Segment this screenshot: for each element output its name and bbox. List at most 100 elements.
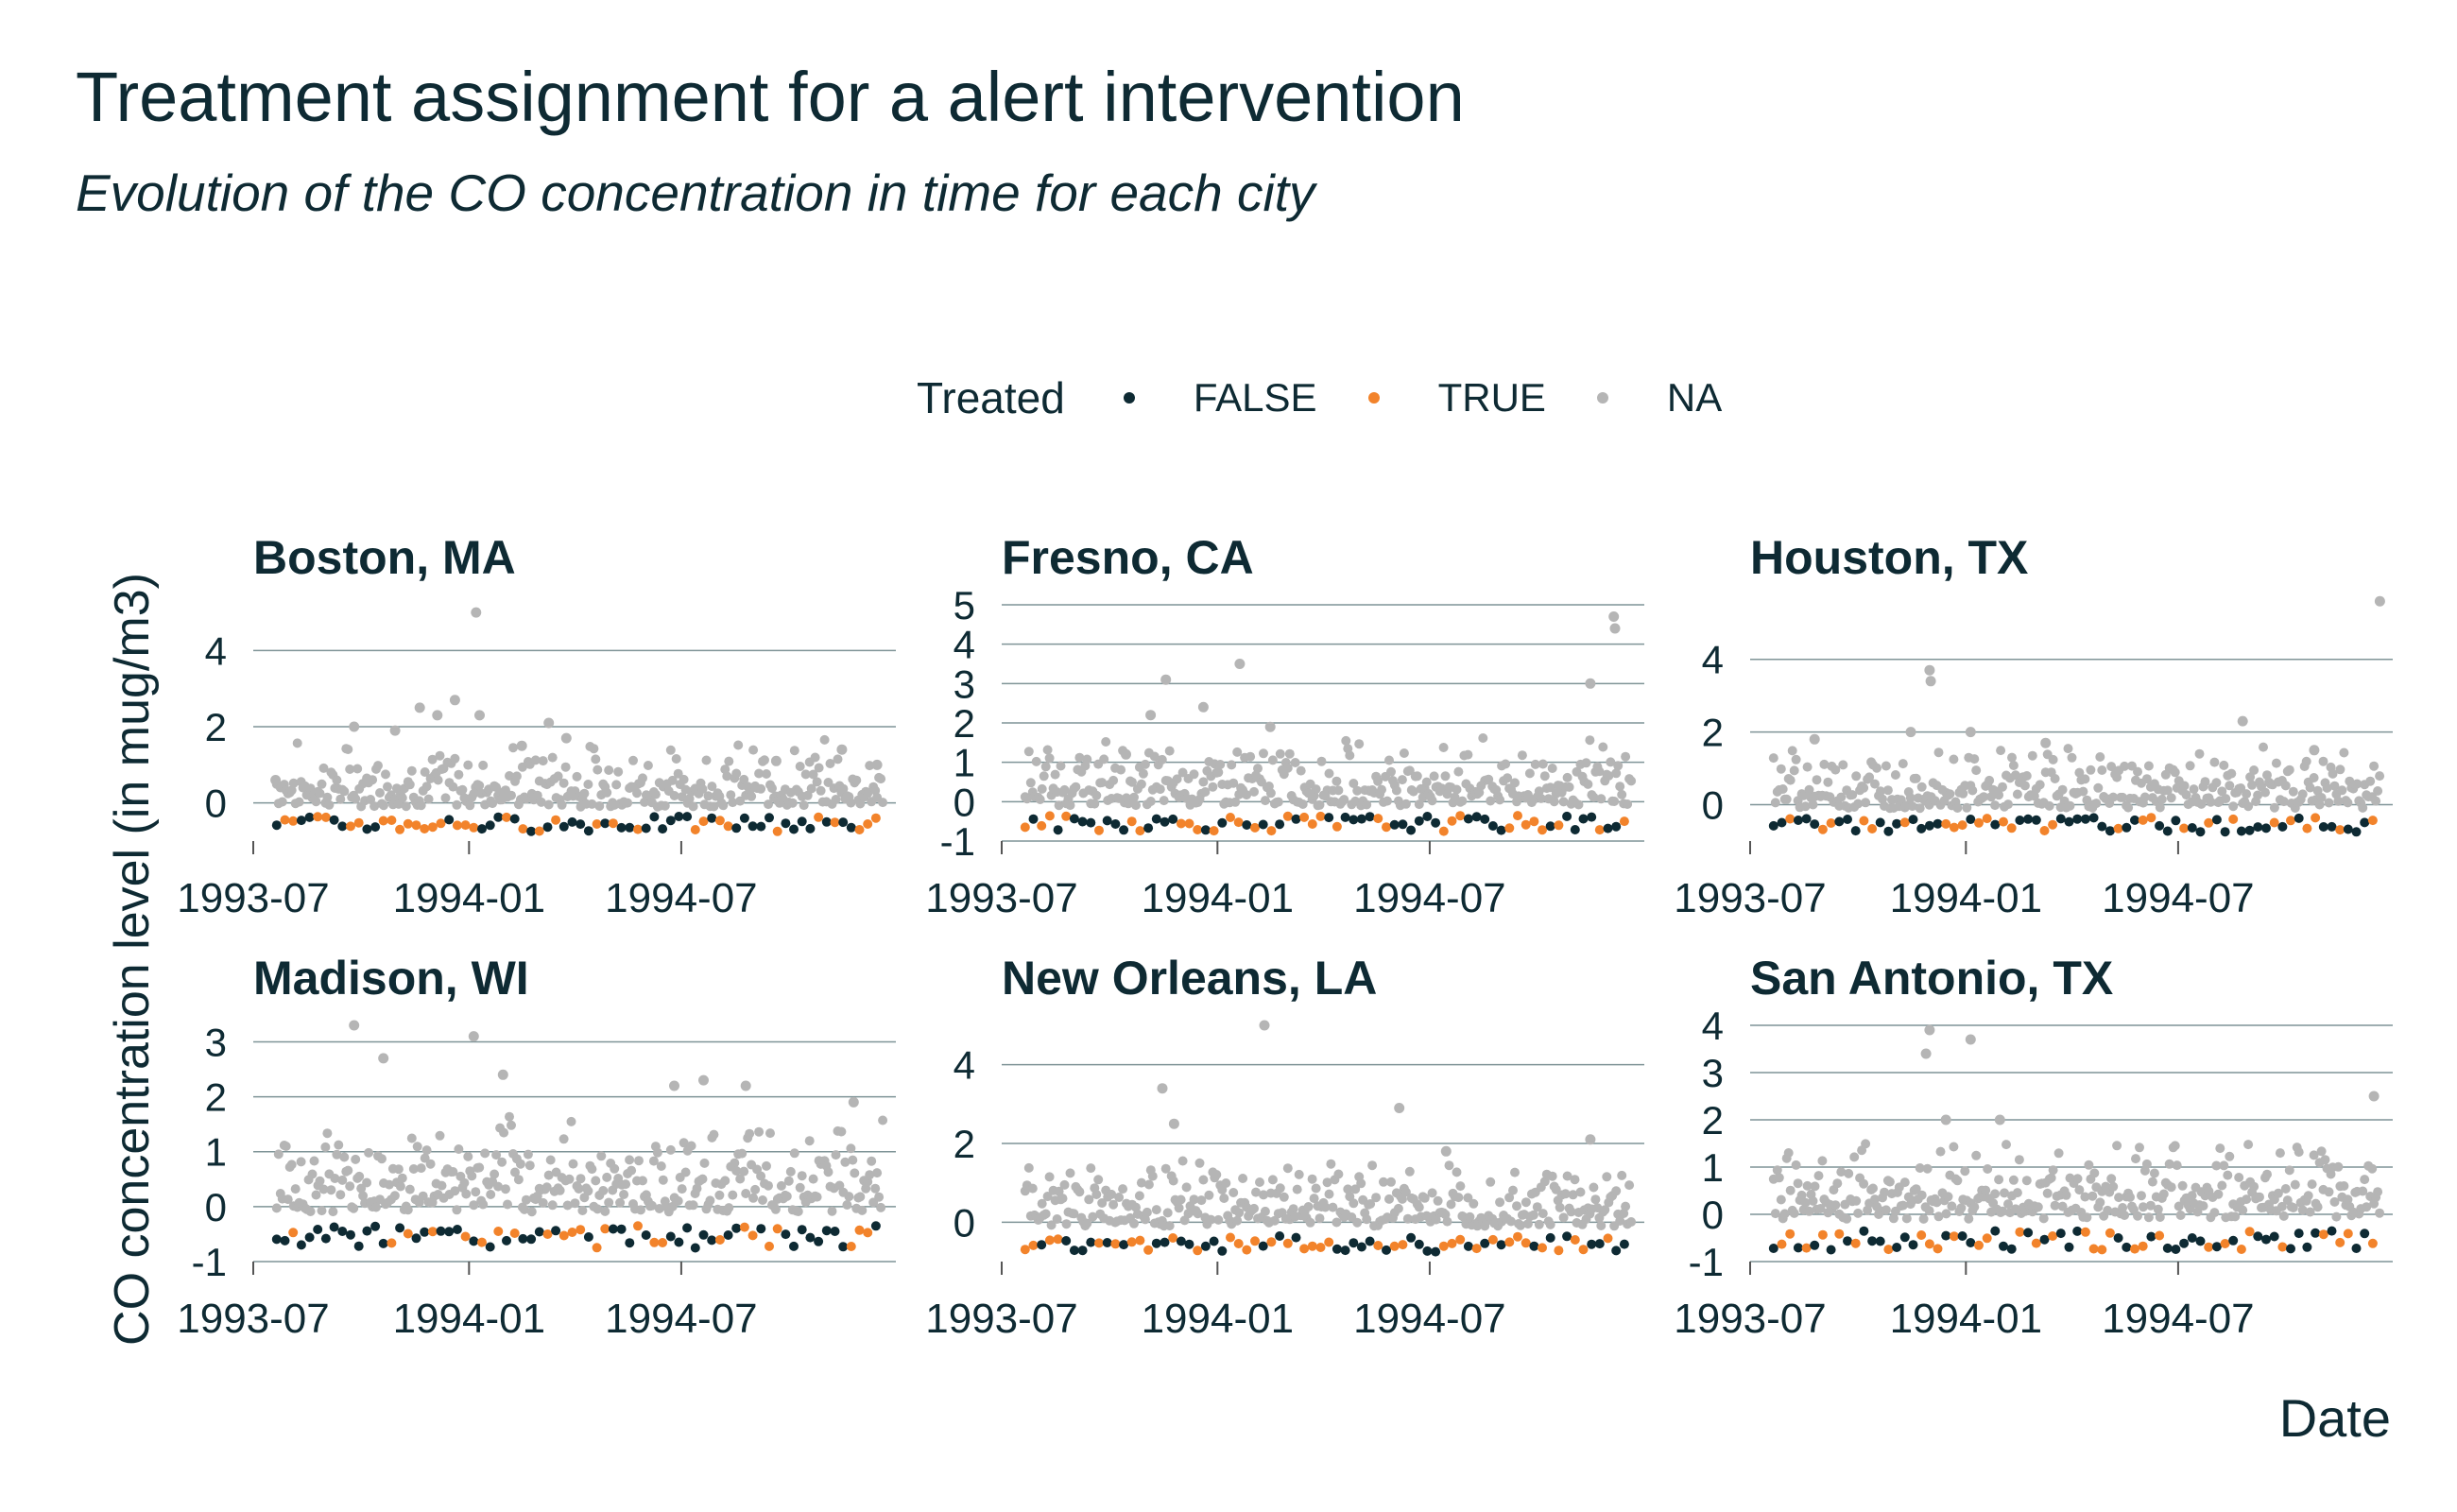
data-point-na (463, 760, 473, 770)
data-point-na (1979, 792, 1989, 802)
data-point-na (1429, 771, 1439, 782)
data-point-na (558, 1134, 569, 1144)
data-point-false (682, 1223, 693, 1233)
data-point-na (384, 1179, 394, 1190)
data-point-na (2375, 771, 2385, 782)
data-point-na (1065, 1168, 1075, 1178)
data-point-false (1324, 813, 1334, 823)
data-point-na (1990, 1189, 2001, 1199)
data-point-na (1920, 1048, 1932, 1059)
data-point-na (1452, 1167, 1462, 1177)
data-point-true (2311, 813, 2321, 823)
x-tick-label: 1994-01 (393, 875, 545, 921)
data-point-na (1160, 674, 1172, 685)
data-point-na (748, 1193, 759, 1203)
data-point-true (2335, 1237, 2345, 1247)
data-point-na (373, 761, 383, 771)
data-point-na (1922, 1163, 1933, 1174)
data-point-na (1040, 1209, 1051, 1219)
data-point-false (2236, 826, 2246, 836)
data-point-na (688, 1200, 698, 1211)
data-point-na (627, 1165, 637, 1176)
data-point-na (764, 799, 773, 810)
data-point-na (1211, 1170, 1222, 1179)
data-point-true (2367, 816, 2378, 826)
data-point-na (1521, 1197, 1531, 1208)
data-point-true (1242, 1245, 1252, 1255)
data-point-na (1307, 1174, 1317, 1184)
data-point-na (804, 1136, 815, 1146)
data-point-na (2309, 773, 2319, 782)
data-point-false (1463, 814, 1473, 824)
data-point-na (1575, 1187, 1586, 1197)
data-point-false (346, 1229, 355, 1240)
data-point-na (309, 1156, 319, 1166)
data-point-na (1097, 1198, 1108, 1208)
data-point-false (1843, 815, 1852, 824)
data-point-na (1296, 765, 1306, 776)
data-point-true (436, 818, 446, 829)
data-point-na (1446, 1199, 1456, 1210)
data-point-na (1516, 1220, 1525, 1230)
y-tick-label: 2 (205, 1075, 227, 1120)
data-point-false (1365, 812, 1375, 822)
data-point-false (320, 1233, 331, 1244)
data-point-false (329, 1222, 339, 1232)
data-point-na (1486, 1177, 1496, 1187)
data-point-na (747, 791, 757, 801)
data-point-na (1455, 1181, 1466, 1192)
data-point-na (1524, 768, 1535, 779)
data-point-true (353, 817, 364, 828)
data-point-na (2065, 800, 2075, 811)
data-point-na (2278, 797, 2289, 807)
data-point-na (1463, 749, 1473, 760)
data-point-na (2046, 1173, 2056, 1183)
data-point-na (1804, 784, 1814, 795)
data-point-na (379, 800, 388, 811)
data-point-na (1282, 1163, 1293, 1174)
data-point-na (368, 775, 378, 785)
data-point-true (460, 1231, 471, 1242)
data-point-false (436, 1226, 446, 1236)
data-point-na (2303, 1191, 2313, 1201)
data-point-na (1573, 799, 1584, 810)
data-point-na (521, 1194, 531, 1205)
data-point-na (2371, 796, 2381, 806)
data-point-na (623, 798, 633, 808)
data-point-na (1781, 794, 1792, 804)
data-point-na (2259, 742, 2268, 752)
data-point-false (641, 1230, 651, 1240)
data-point-na (538, 1197, 548, 1208)
data-point-false (542, 822, 553, 833)
data-point-na (1145, 710, 1157, 721)
data-point-true (1941, 818, 1951, 829)
data-point-na (1815, 1204, 1826, 1213)
data-point-na (2044, 800, 2054, 811)
data-point-true (2318, 1229, 2328, 1240)
data-point-na (1859, 1178, 1869, 1189)
data-point-na (1626, 776, 1637, 786)
data-point-true (288, 1228, 299, 1238)
data-point-na (2275, 1148, 2285, 1159)
data-point-na (1861, 798, 1871, 808)
data-point-true (313, 812, 323, 822)
data-point-na (1164, 1221, 1175, 1231)
data-point-false (723, 1230, 733, 1240)
data-point-true (1126, 816, 1137, 827)
data-point-false (1160, 816, 1170, 827)
data-point-na (1206, 1214, 1216, 1225)
data-point-na (1594, 766, 1605, 777)
data-point-false (1578, 814, 1589, 824)
data-point-na (819, 734, 830, 745)
data-point-na (1189, 1194, 1199, 1205)
data-point-false (353, 1241, 364, 1251)
data-point-na (1228, 778, 1239, 788)
data-point-false (665, 1231, 676, 1242)
data-point-na (412, 1142, 422, 1152)
data-point-na (2237, 715, 2248, 727)
data-point-na (720, 1176, 730, 1186)
data-point-na (1583, 779, 1593, 789)
data-point-na (2316, 1146, 2327, 1157)
data-point-na (1140, 1214, 1150, 1225)
data-point-na (296, 1157, 306, 1167)
